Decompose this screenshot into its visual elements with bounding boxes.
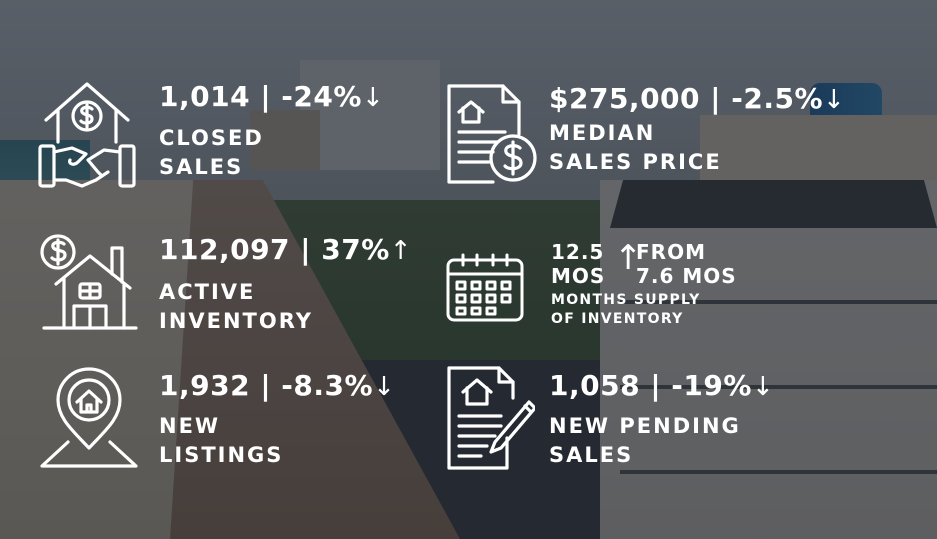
active-inventory-label: ACTIVE INVENTORY bbox=[159, 280, 313, 333]
location-house-icon bbox=[38, 366, 140, 472]
pending-sales-label: NEW PENDING SALES bbox=[549, 414, 741, 467]
up-arrow-icon: ↑ bbox=[389, 236, 413, 266]
calendar-icon bbox=[445, 252, 525, 324]
new-listings-value: 1,932 | -8.3%↓ bbox=[159, 369, 396, 402]
active-inventory-value: 112,097 | 37%↑ bbox=[159, 233, 413, 266]
up-arrow-icon: ↑ bbox=[614, 238, 644, 278]
pending-sales-value: 1,058 | -19%↓ bbox=[549, 369, 775, 402]
down-arrow-icon: ↓ bbox=[751, 372, 775, 402]
median-price-label: MEDIAN SALES PRICE bbox=[549, 121, 722, 174]
months-supply-value: 12.5 MOS bbox=[551, 240, 606, 288]
document-dollar-icon bbox=[445, 82, 540, 186]
down-arrow-icon: ↓ bbox=[823, 85, 846, 115]
down-arrow-icon: ↓ bbox=[361, 83, 385, 113]
months-supply-label: MONTHS SUPPLY OF INVENTORY bbox=[551, 292, 701, 327]
median-price-value: $275,000 | -2.5%↓ bbox=[549, 82, 846, 115]
closed-sales-label: CLOSED SALES bbox=[159, 126, 264, 179]
months-supply-from: FROM 7.6 MOS bbox=[636, 240, 737, 288]
new-listings-label: NEW LISTINGS bbox=[159, 414, 284, 467]
house-dollar-icon bbox=[38, 232, 138, 332]
down-arrow-icon: ↓ bbox=[373, 372, 396, 402]
house-handshake-icon bbox=[38, 80, 136, 192]
contract-pen-icon bbox=[445, 364, 535, 474]
closed-sales-value: 1,014 | -24%↓ bbox=[159, 80, 385, 113]
